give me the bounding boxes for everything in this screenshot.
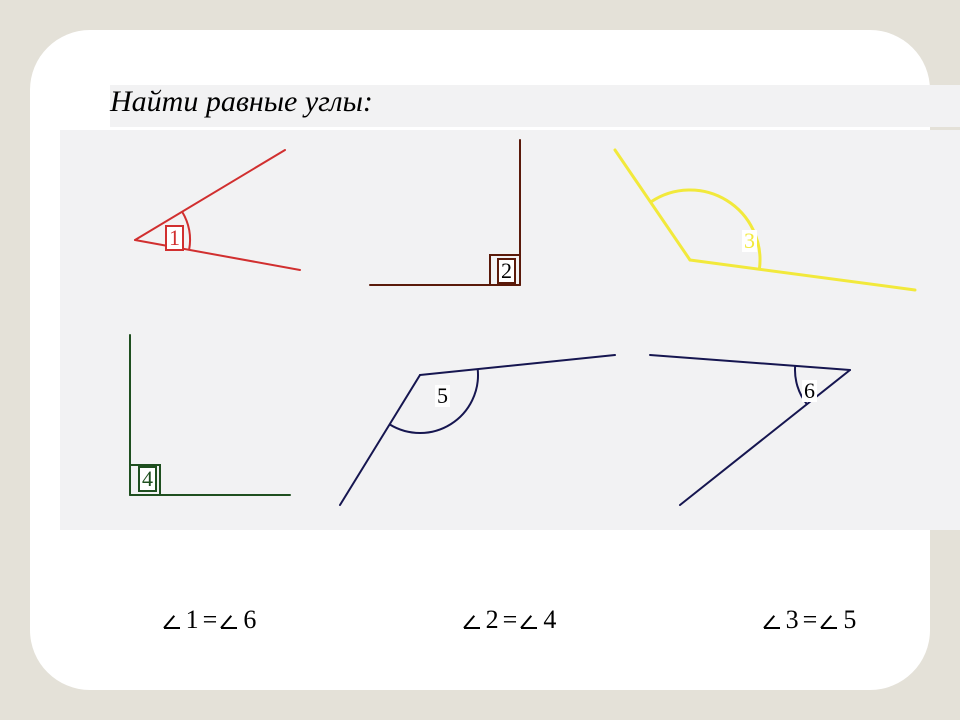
angle-icon	[464, 611, 482, 629]
equals-sign: =	[803, 605, 818, 635]
equality-2: 2 = 4	[454, 601, 567, 639]
angle-icon	[821, 611, 839, 629]
angle-label-1: 1	[165, 225, 184, 251]
equalities-row: 1 = 6 2 = 4 3 = 5	[60, 590, 960, 650]
page-title: Найти равные углы:	[110, 85, 960, 127]
angle-label-5: 5	[435, 385, 450, 407]
angle-label-6: 6	[802, 380, 817, 402]
card: Найти равные углы: 123456 1 = 6 2 = 4 3 …	[30, 30, 930, 690]
equality-3: 3 = 5	[754, 601, 867, 639]
angle-icon	[221, 611, 239, 629]
angle-label-2: 2	[497, 258, 516, 284]
eq-left: 2	[486, 605, 499, 635]
eq-left: 1	[186, 605, 199, 635]
angle-label-3: 3	[742, 230, 757, 252]
eq-left: 3	[786, 605, 799, 635]
angle-label-4: 4	[138, 466, 157, 492]
eq-right: 4	[543, 605, 556, 635]
equality-1: 1 = 6	[154, 601, 267, 639]
eq-right: 5	[843, 605, 856, 635]
angle-icon	[164, 611, 182, 629]
angles-svg	[60, 130, 960, 530]
eq-right: 6	[243, 605, 256, 635]
angle-icon	[521, 611, 539, 629]
equals-sign: =	[503, 605, 518, 635]
angles-diagram: 1 2 3 4 5 6	[60, 130, 960, 530]
equals-sign: =	[203, 605, 218, 635]
angle-icon	[764, 611, 782, 629]
